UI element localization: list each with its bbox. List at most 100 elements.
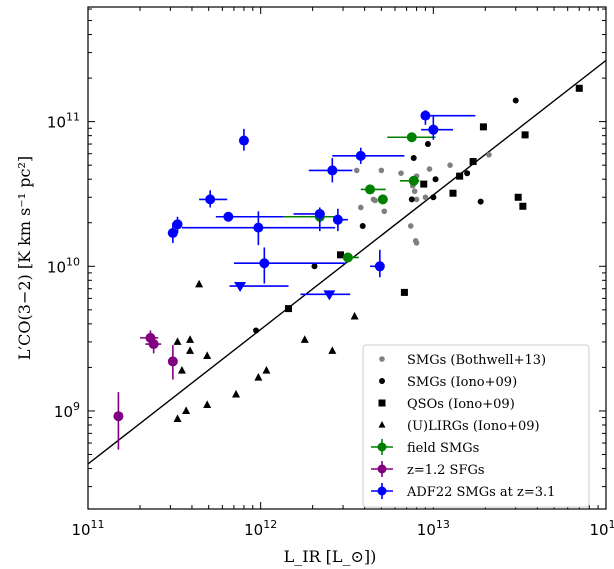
data-point-adf22-smgs-at-z-3-1: [205, 194, 216, 205]
tick-label: 1012: [244, 518, 277, 539]
legend-box: [362, 344, 590, 508]
legend-entry: SMGs (Bothwell+13): [379, 353, 546, 368]
legend-marker: [379, 378, 385, 384]
series-adf22-smgs-at-z-3-1: [167, 110, 476, 284]
plot-frame: [87, 6, 607, 510]
data-point-adf22-smgs-at-z-3-1-upper-limits: [323, 290, 336, 301]
data-point-u-lirgs-iono-09: [350, 311, 359, 320]
data-point-u-lirgs-iono-09: [195, 279, 204, 288]
data-point-z-1-2-sfgs: [148, 339, 159, 350]
data-point-adf22-smgs-at-z-3-1: [374, 261, 385, 272]
data-point-smgs-iono-09: [430, 194, 437, 201]
data-point-smgs-iono-09: [253, 327, 260, 334]
data-point-u-lirgs-iono-09: [203, 351, 212, 359]
data-point-smgs-bothwell-13: [411, 188, 418, 195]
legend-marker: [377, 442, 387, 452]
data-point-smgs-iono-09: [408, 196, 415, 203]
data-point-qsos-iono-09: [479, 123, 487, 131]
data-point-u-lirgs-iono-09: [254, 373, 263, 381]
data-point-qsos-iono-09: [400, 288, 408, 296]
data-point-field-smgs: [406, 132, 417, 143]
legend-marker: [379, 356, 385, 362]
tick-label: 1011: [71, 518, 104, 539]
legend-label: z=1.2 SFGs: [407, 463, 485, 478]
data-point-adf22-smgs-at-z-3-1: [253, 222, 264, 233]
data-point-adf22-smgs-at-z-3-1: [420, 110, 431, 121]
data-point-adf22-smgs-at-z-3-1: [428, 124, 439, 135]
tick-label: 1014: [589, 518, 614, 539]
data-point-field-smgs: [342, 252, 353, 263]
series-z-1-2-sfgs: [113, 330, 178, 450]
data-point-smgs-bothwell-13: [447, 162, 453, 168]
data-point-adf22-smgs-at-z-3-1: [238, 135, 249, 146]
data-point-u-lirgs-iono-09: [177, 366, 186, 374]
series-smgs-iono-09: [253, 97, 519, 334]
data-point-adf22-smgs-at-z-3-1: [223, 211, 234, 222]
tick-label: 109: [54, 400, 80, 421]
data-point-smgs-iono-09: [432, 176, 439, 183]
data-point-adf22-smgs-at-z-3-1: [332, 214, 343, 225]
data-point-smgs-bothwell-13: [353, 167, 360, 174]
data-point-u-lirgs-iono-09: [186, 335, 195, 343]
legend-label: field SMGs: [407, 441, 479, 456]
series-u-lirgs-iono-09: [173, 279, 359, 422]
legend-entry: z=1.2 SFGs: [371, 461, 485, 478]
legend-entry: ADF22 SMGs at z=3.1: [371, 483, 555, 500]
data-point-smgs-bothwell-13: [381, 208, 388, 215]
data-point-qsos-iono-09: [420, 180, 428, 188]
data-point-smgs-bothwell-13: [413, 240, 420, 246]
data-point-field-smgs: [377, 194, 388, 205]
data-point-u-lirgs-iono-09: [186, 346, 195, 354]
data-point-smgs-iono-09: [311, 263, 318, 270]
data-point-smgs-iono-09: [359, 222, 366, 229]
data-point-adf22-smgs-at-z-3-1: [314, 208, 325, 219]
series-field-smgs: [280, 132, 436, 263]
legend-marker: [377, 464, 387, 474]
data-point-z-1-2-sfgs: [167, 356, 178, 367]
series-qsos-iono-09: [285, 84, 583, 313]
data-point-adf22-smgs-at-z-3-1: [355, 150, 366, 161]
data-point-smgs-iono-09: [464, 170, 471, 177]
data-point-smgs-iono-09: [477, 198, 484, 205]
data-point-adf22-smgs-at-z-3-1: [167, 227, 178, 238]
data-point-qsos-iono-09: [456, 172, 464, 180]
data-point-u-lirgs-iono-09: [203, 400, 212, 408]
data-point-smgs-bothwell-13: [372, 197, 378, 204]
tick-label: 1010: [47, 255, 80, 276]
legend-marker: [378, 399, 386, 407]
data-point-smgs-bothwell-13: [422, 194, 429, 201]
data-points-layer: [113, 84, 583, 450]
legend-label: SMGs (Bothwell+13): [407, 353, 546, 368]
data-point-adf22-smgs-at-z-3-1: [172, 219, 183, 230]
data-point-field-smgs: [408, 175, 419, 186]
legend-entry: SMGs (Iono+09): [379, 375, 517, 390]
data-point-smgs-bothwell-13: [486, 151, 492, 158]
data-point-smgs-iono-09: [512, 97, 519, 104]
data-point-smgs-bothwell-13: [378, 167, 385, 174]
x-axis-label: L_IR [L_⊙]): [284, 547, 377, 566]
tick-label: 1013: [417, 518, 450, 539]
legend-marker: [377, 486, 387, 496]
series-adf22-smgs-at-z-3-1-upper-limits: [229, 282, 351, 301]
data-point-qsos-iono-09: [285, 305, 293, 313]
data-point-smgs-bothwell-13: [398, 170, 404, 177]
legend-entry: field SMGs: [371, 439, 479, 456]
data-point-u-lirgs-iono-09: [182, 406, 191, 414]
data-point-adf22-smgs-at-z-3-1: [327, 165, 338, 176]
y-axis-label: L′CO(3−2) [K km s⁻¹ pc²]: [15, 156, 34, 360]
data-point-qsos-iono-09: [337, 251, 345, 259]
legend-marker: [378, 420, 386, 428]
data-point-qsos-iono-09: [514, 193, 522, 201]
data-point-smgs-iono-09: [424, 141, 431, 148]
data-point-adf22-smgs-at-z-3-1: [259, 258, 270, 269]
legend-label: QSOs (Iono+09): [407, 397, 515, 412]
data-point-smgs-bothwell-13: [357, 204, 364, 211]
legend: SMGs (Bothwell+13) SMGs (Iono+09) QSOs (Io…: [362, 344, 590, 508]
data-point-u-lirgs-iono-09: [328, 346, 337, 354]
legend-label: (U)LIRGs (Iono+09): [407, 419, 540, 434]
data-point-u-lirgs-iono-09: [173, 337, 182, 345]
data-point-qsos-iono-09: [449, 189, 457, 197]
legend-label: SMGs (Iono+09): [407, 375, 517, 390]
data-point-u-lirgs-iono-09: [173, 414, 182, 422]
